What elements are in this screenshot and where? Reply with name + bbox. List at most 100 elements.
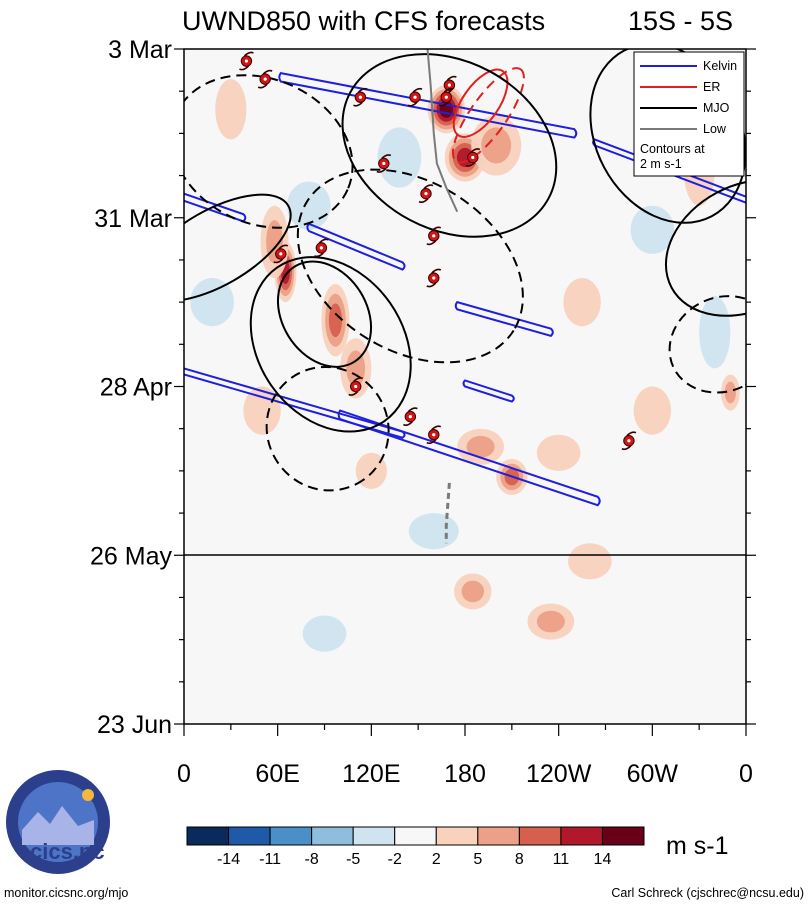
anomaly-blob [377, 127, 422, 188]
cyclone-arm [423, 184, 434, 190]
cyclone-eye [432, 276, 436, 280]
anomaly-blob [190, 278, 234, 327]
cyclone-icon [348, 377, 364, 396]
cyclone-arm [376, 167, 387, 173]
cyclone-icon [426, 226, 442, 246]
kelvin-contour [278, 72, 578, 139]
anomaly-blob [481, 127, 512, 164]
anomaly-blob [461, 580, 485, 603]
cyclone-eye [358, 95, 363, 99]
y-tick-label: 3 Mar [108, 36, 172, 64]
colorbar-label: -11 [259, 851, 281, 868]
y-tick-label: 26 May [90, 542, 172, 570]
colorbar-label: 5 [473, 851, 482, 868]
cyclone-eye [263, 77, 267, 81]
low-contour [426, 49, 459, 213]
cyclone-eye [447, 83, 451, 87]
colorbar-label: 2 [432, 851, 441, 868]
colorbar-label: 8 [515, 851, 524, 868]
cyclone-icon [438, 87, 454, 107]
mjo-contour [184, 193, 292, 303]
anomaly-blob [536, 610, 565, 633]
anomaly-blob [243, 386, 281, 435]
colorbar-label: -2 [388, 851, 402, 868]
x-tick-label: 120E [342, 760, 400, 788]
cyclone-arm [426, 282, 437, 288]
colorbar-label: 11 [553, 851, 570, 868]
colorbar-swatch [435, 826, 479, 846]
colorbar-swatch [518, 826, 562, 846]
anomaly-blob [633, 386, 672, 435]
anomaly-blob [466, 435, 495, 458]
kelvin-contour [454, 300, 554, 337]
kelvin-contour [337, 409, 601, 507]
cyclone-icon [418, 184, 434, 204]
cyclone-arm [431, 425, 442, 431]
anomaly-blob [328, 303, 342, 338]
cyclone-arm [257, 83, 268, 89]
mjo-contour [296, 168, 524, 364]
cyclone-arm [412, 87, 423, 93]
mjo-contour [668, 295, 746, 394]
logo-text: cics.nc [30, 839, 105, 864]
legend-note-line1: Contours at [640, 142, 705, 156]
legend-label-kelvin: Kelvin [703, 59, 737, 73]
legend-label-low: Low [703, 122, 727, 136]
legend-label-mjo: MJO [703, 101, 730, 115]
cyclone-icon [426, 425, 442, 445]
cyclone-eye [244, 59, 249, 63]
logo-mountains [22, 806, 94, 845]
er-contour [451, 67, 525, 164]
cyclone-icon [273, 244, 289, 264]
tropical-cyclone-markers [239, 51, 637, 451]
mjo-contour [341, 53, 558, 238]
cyclone-eye [408, 415, 412, 419]
cyclone-icon [465, 148, 481, 167]
cyclone-arm [438, 101, 449, 107]
cyclone-icon [426, 268, 442, 288]
cyclone-icon [239, 51, 254, 71]
x-tick-label: 60W [627, 760, 679, 788]
anomaly-blob [724, 381, 737, 404]
mjo-contour [184, 74, 354, 229]
kelvin-contour [462, 379, 515, 403]
y-tick-label: 23 Jun [97, 711, 172, 739]
cyclone-arm [426, 439, 437, 445]
legend-label-er: ER [703, 80, 720, 94]
cyclone-arm [353, 377, 364, 383]
cyclone-arm [243, 51, 254, 57]
legend: Kelvin ER MJO Low Contours at 2 m s-1 [633, 51, 745, 177]
colorbar-label: 14 [594, 851, 612, 868]
logo-sun [82, 789, 94, 801]
footer-url: monitor.cicsnc.org/mjo [4, 886, 128, 900]
cyclone-eye [471, 155, 475, 160]
cyclone-eye [382, 161, 386, 166]
anomaly-blob [630, 205, 675, 254]
anomaly-blob [699, 296, 731, 369]
cyclone-arm [357, 87, 368, 93]
cyclone-eye [424, 192, 428, 196]
mjo-contour [276, 260, 373, 368]
cyclone-arm [239, 65, 250, 71]
cyclone-arm [465, 161, 476, 167]
cyclone-arm [407, 407, 418, 413]
cyclone-icon [353, 87, 368, 107]
cyclone-arm [318, 238, 329, 244]
anomaly-blob [408, 513, 459, 550]
colorbar-swatch [269, 826, 313, 846]
cyclone-arm [626, 431, 637, 437]
anomaly-blob [215, 79, 247, 140]
x-tick-label: 0 [739, 760, 753, 788]
x-tick-label: 120W [526, 760, 592, 788]
y-axis: 3 Mar 31 Mar 28 Apr 26 May 23 Jun [90, 36, 756, 739]
anomaly-blob [302, 615, 347, 652]
colorbar-label: -5 [346, 851, 360, 868]
low-contours [426, 49, 459, 544]
colorbar-unit: m s-1 [666, 832, 729, 860]
colorbar-label: -8 [305, 851, 319, 868]
cyclone-eye [432, 234, 436, 238]
cyclone-arm [314, 252, 324, 258]
cyclone-eye [444, 95, 448, 99]
cyclone-icon [621, 431, 637, 451]
